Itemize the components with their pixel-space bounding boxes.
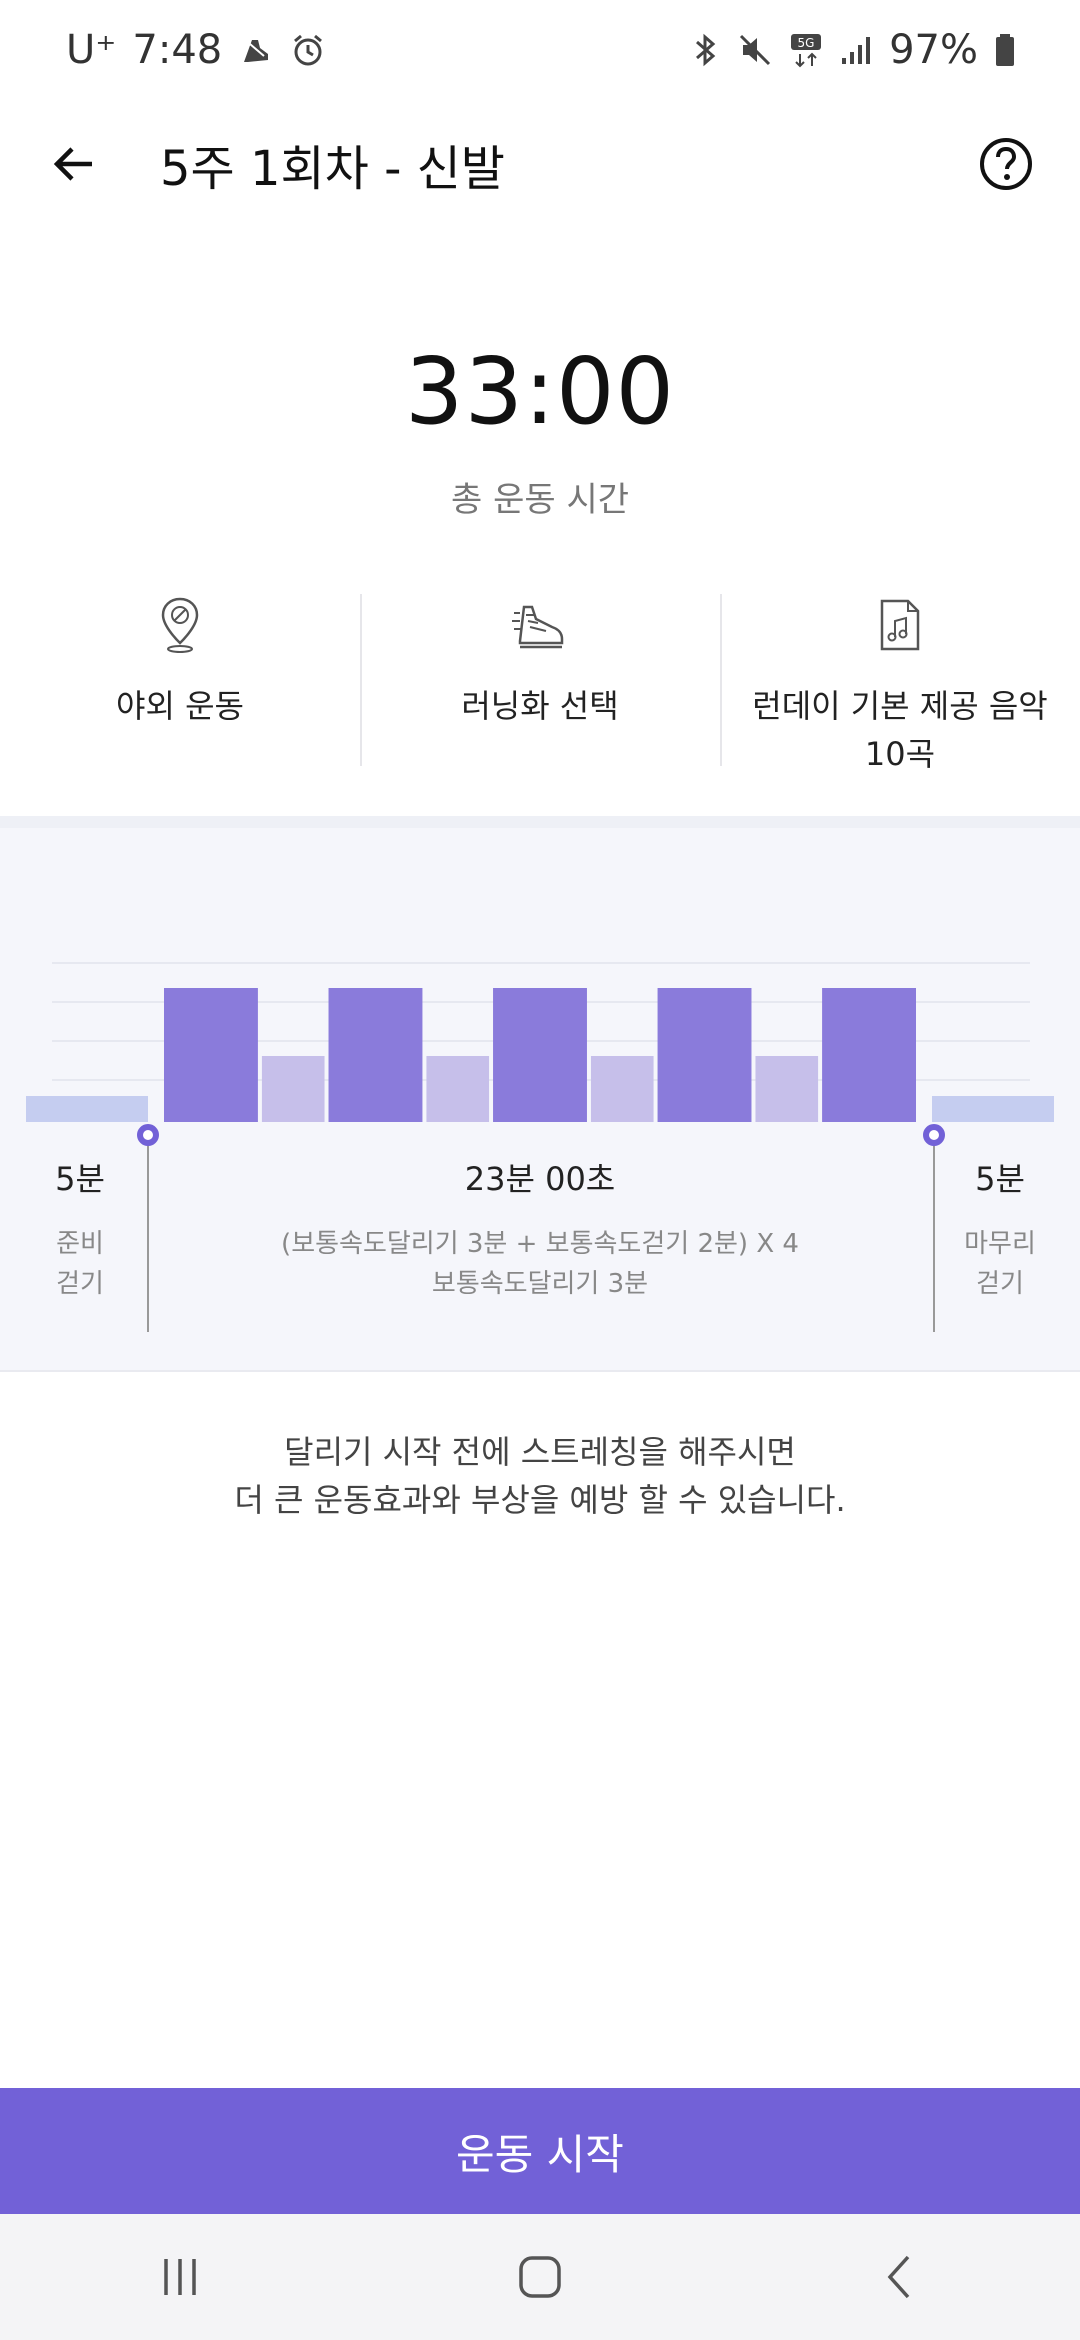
- bluetooth-icon: [689, 32, 721, 68]
- main-desc-label: (보통속도달리기 3분 + 보통속도걷기 2분) X 4 보통속도달리기 3분: [160, 1224, 920, 1304]
- option-shoe-label: 러닝화 선택: [461, 687, 619, 725]
- cooldown-time-label: 5분: [975, 1160, 1025, 1198]
- warmup-time-label: 5분: [55, 1160, 105, 1198]
- battery-icon: [994, 32, 1016, 68]
- option-shoe[interactable]: 러닝화 선택: [360, 580, 720, 780]
- interval-chart: [26, 962, 1054, 1332]
- app-bar: 5주 1회차 - 신발: [0, 112, 1080, 216]
- option-outdoor-label: 야외 운동: [116, 687, 244, 725]
- music-file-icon: [880, 599, 920, 651]
- back-button[interactable]: [46, 136, 102, 192]
- main-desc-line1: (보통속도달리기 3분 + 보통속도걷기 2분) X 4: [281, 1229, 799, 1259]
- alarm-icon: [290, 32, 326, 68]
- interval-bar-walk-8: [755, 1056, 819, 1122]
- signal-icon: [839, 32, 873, 68]
- total-time-label: 총 운동 시간: [450, 480, 629, 520]
- cooldown-name-line1: 마무리: [964, 1229, 1036, 1259]
- tip-line2: 더 큰 운동효과와 부상을 예방 할 수 있습니다.: [234, 1481, 846, 1519]
- main-time-label: 23분 00초: [464, 1160, 616, 1198]
- cooldown-name-label: 마무리 걷기: [940, 1224, 1060, 1304]
- question-circle-icon: [980, 138, 1032, 190]
- running-shoe-icon: [512, 605, 564, 649]
- mute-icon: [737, 32, 773, 68]
- warmup-name-line2: 걷기: [56, 1269, 104, 1299]
- interval-bar-walk-4: [426, 1056, 490, 1122]
- workout-options: 야외 운동 러닝화 선택: [0, 580, 1080, 780]
- home-button[interactable]: [480, 2232, 600, 2322]
- section-divider: [0, 816, 1080, 828]
- location-pin-icon: [161, 597, 199, 653]
- cooldown-name-line2: 걷기: [976, 1269, 1024, 1299]
- interval-bar-cooldown-10: [932, 1096, 1054, 1122]
- interval-bar-run-5: [493, 988, 587, 1122]
- running-shoe-icon: [238, 32, 274, 68]
- carrier-label: U⁺: [66, 27, 117, 73]
- interval-bar-run-9: [822, 988, 916, 1122]
- warmup-name-label: 준비 걷기: [20, 1224, 140, 1304]
- option-outdoor[interactable]: 야외 운동: [0, 580, 360, 780]
- battery-percentage: 97%: [889, 27, 978, 73]
- interval-bar-run-3: [328, 988, 423, 1122]
- cooldown-start-marker: [923, 1124, 945, 1332]
- stretching-tip: 달리기 시작 전에 스트레칭을 해주시면 더 큰 운동효과와 부상을 예방 할 …: [0, 1428, 1080, 1524]
- interval-chart-section: 5분 준비 걷기 23분 00초 (보통속도달리기 3분 + 보통속도걷기 2분…: [0, 828, 1080, 1372]
- option-music-label-line1: 런데이 기본 제공 음악: [752, 687, 1048, 725]
- arrow-left-icon: [53, 147, 92, 181]
- clock: 7:48: [132, 27, 223, 73]
- warmup-end-marker: [137, 1124, 159, 1332]
- home-icon: [519, 2256, 561, 2298]
- start-workout-button[interactable]: 운동 시작: [0, 2088, 1080, 2214]
- recent-apps-icon: [164, 2259, 196, 2295]
- interval-bar-warmup-0: [26, 1096, 148, 1122]
- system-nav-bar: [0, 2214, 1080, 2340]
- warmup-name-line1: 준비: [56, 1229, 104, 1259]
- svg-text:5G: 5G: [798, 36, 815, 50]
- recent-apps-button[interactable]: [120, 2232, 240, 2322]
- main-desc-line2: 보통속도달리기 3분: [431, 1269, 649, 1299]
- interval-bar-walk-6: [590, 1056, 654, 1122]
- interval-bar-run-7: [657, 988, 752, 1122]
- interval-bar-run-1: [164, 988, 258, 1122]
- interval-bar-walk-2: [261, 1056, 325, 1122]
- option-music-label-line2: 10곡: [864, 735, 936, 773]
- help-button[interactable]: [978, 136, 1034, 192]
- status-bar: U⁺ 7:48: [0, 0, 1080, 100]
- page-title: 5주 1회차 - 신발: [160, 141, 505, 197]
- tip-line1: 달리기 시작 전에 스트레칭을 해주시면: [284, 1433, 796, 1471]
- back-nav-icon: [887, 2255, 910, 2299]
- back-nav-button[interactable]: [840, 2232, 960, 2322]
- 5g-icon: 5G: [789, 32, 823, 68]
- total-time-value: 33:00: [404, 338, 676, 445]
- option-music[interactable]: 런데이 기본 제공 음악 10곡: [720, 580, 1080, 780]
- option-music-label: 런데이 기본 제공 음악 10곡: [752, 682, 1047, 778]
